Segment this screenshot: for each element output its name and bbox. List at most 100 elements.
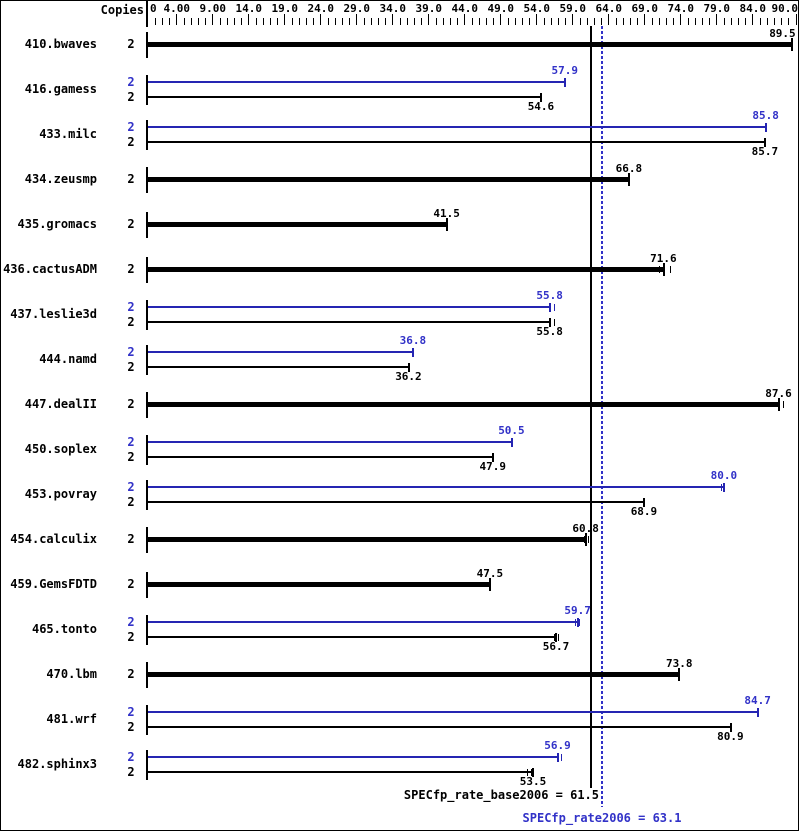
axis-tick (212, 14, 214, 25)
summary-base-label: SPECfp_rate_base2006 = 61.5 (403, 788, 599, 802)
axis-tick-label: 0 (150, 2, 157, 15)
axis-tick (507, 18, 509, 25)
benchmark-label: 434.zeusmp (24, 172, 97, 186)
axis-tick (442, 18, 444, 25)
value-label: 85.7 (751, 145, 779, 158)
copies-value: 2 (127, 397, 135, 411)
benchmark-label: 481.wrf (46, 712, 97, 726)
bar-end-cap (764, 137, 766, 147)
benchmark-label: 447.dealII (24, 397, 97, 411)
axis-tick-label: 69.0 (631, 2, 659, 15)
axis-tick (737, 18, 739, 25)
value-label: 59.7 (564, 604, 591, 617)
value-label: 73.8 (666, 656, 693, 670)
bar-base (148, 96, 542, 98)
axis-tick (435, 18, 437, 25)
benchmark-label: 410.bwaves (24, 37, 97, 51)
bar-end-cap (510, 437, 513, 447)
copies-value: 2 (127, 704, 135, 719)
axis-tick (543, 18, 545, 25)
axis-stub (146, 211, 148, 238)
axis-tick (730, 18, 732, 25)
axis-stub (146, 74, 148, 105)
axis-tick (377, 18, 379, 25)
bar-peak (148, 486, 724, 488)
axis-tick (514, 18, 516, 25)
copies-value: 2 (127, 74, 135, 89)
copies-value: 2 (127, 749, 135, 764)
axis-tick (190, 18, 192, 25)
axis-tick (183, 18, 185, 25)
axis-tick (536, 14, 538, 25)
axis-tick-label: 34.0 (379, 2, 407, 15)
axis-tick (320, 14, 322, 25)
axis-tick (651, 18, 653, 25)
copies-value: 2 (127, 217, 135, 231)
bar-base (148, 267, 664, 272)
copies-value: 2 (127, 667, 135, 681)
axis-stub (146, 119, 148, 150)
run-mark (549, 303, 551, 311)
benchmark-label: 482.sphinx3 (17, 757, 97, 771)
copies-value: 2 (127, 89, 135, 104)
bar-end-cap (756, 707, 759, 717)
axis-tick (284, 14, 286, 25)
axis-tick (161, 18, 163, 25)
axis-tick-label: 14.0 (235, 2, 263, 15)
axis-stub (146, 704, 148, 735)
axis-tick (349, 18, 351, 25)
value-label: 71.6 (650, 251, 677, 265)
axis-tick (781, 18, 783, 25)
bar-end-cap (576, 617, 579, 627)
bar-peak (148, 441, 512, 443)
axis-tick (478, 18, 480, 25)
axis-tick (313, 18, 315, 25)
axis-tick (262, 18, 264, 25)
value-label: 80.0 (710, 469, 738, 482)
benchmark-label: 444.namd (39, 352, 97, 366)
axis-stub (146, 479, 148, 510)
axis-tick (406, 18, 408, 25)
bar-base (148, 141, 765, 143)
bar-base (148, 726, 731, 728)
axis-tick (716, 14, 718, 25)
axis-tick (291, 18, 293, 25)
axis-tick (586, 18, 588, 25)
reference-line-peak (601, 26, 604, 807)
axis-tick (658, 18, 660, 25)
copies-value: 2 (127, 134, 135, 149)
value-label: 55.8 (536, 325, 563, 338)
axis-tick (457, 18, 459, 25)
bar-end-cap (491, 452, 494, 462)
bar-base (148, 177, 629, 182)
axis-tick (773, 18, 775, 25)
bar-peak (148, 351, 413, 353)
run-mark (553, 318, 555, 326)
benchmark-label: 470.lbm (46, 667, 97, 681)
axis-stub (146, 434, 148, 465)
bar-end-cap (532, 767, 535, 777)
copies-value: 2 (127, 314, 135, 329)
bar-base (148, 537, 586, 542)
axis-stub (146, 526, 148, 553)
benchmark-label: 435.gromacs (17, 217, 97, 231)
bar-peak (148, 756, 558, 758)
run-mark (782, 401, 784, 408)
axis-tick (529, 18, 531, 25)
benchmark-label: 450.soplex (24, 442, 97, 456)
axis-stub (146, 256, 148, 283)
axis-tick-label: 39.0 (415, 2, 443, 15)
axis-tick (341, 18, 343, 25)
bar-end-cap (445, 218, 448, 231)
axis-tick-label: 74.0 (667, 2, 695, 15)
bar-end-cap (407, 362, 410, 372)
run-mark (720, 483, 722, 491)
bar-end-cap (555, 632, 558, 642)
copies-value: 2 (127, 629, 135, 644)
axis-tick-label: 90.0 (771, 2, 799, 15)
axis-tick (752, 14, 754, 25)
value-label: 47.5 (476, 566, 504, 580)
axis-tick (233, 18, 235, 25)
axis-tick (615, 18, 617, 25)
axis-tick (565, 18, 567, 25)
